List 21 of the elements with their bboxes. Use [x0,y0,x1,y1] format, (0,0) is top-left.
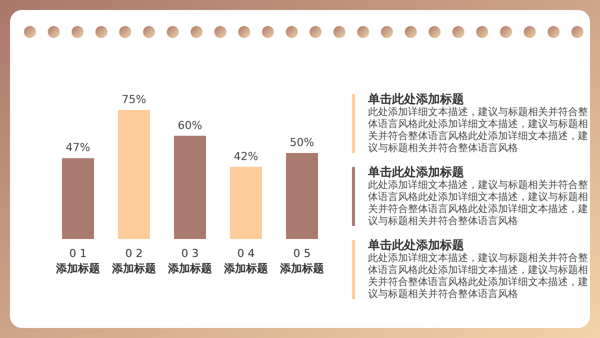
text: 单击此处添加标题 [368,238,465,252]
text: 单击此处添加标题 [368,92,465,106]
text: 此处添加详细文本描述，建议与标题相关并符合整体语言风格此处添加详细文本描述，建议与标题相关并符合整体语言风格此处添加详细文本描述，建议与标题相关并符合整体语言风格 [368,253,588,301]
text: 此处添加详细文本描述，建议与标题相关并符合整体语言风格此处添加详细文本描述，建议与标题相关并符合整体语言风格此处添加详细文本描述，建议与标题相关并符合整体语言风格 [368,180,588,228]
text: 此处添加详细文本描述，建议与标题相关并符合整体语言风格此处添加详细文本描述，建议与标题相关并符合整体语言风格此处添加详细文本描述，建议与标题相关并符合整体语言风格 [368,107,588,155]
data-label: 50% [290,136,314,149]
bar [118,110,150,239]
data-label: 47% [66,141,90,154]
data-label: 75% [122,93,146,106]
bar [286,153,318,239]
bar [62,158,94,239]
x-tick-label: 0 3 添加标题 [167,247,212,275]
data-label: 42% [234,150,258,163]
x-tick-label: 0 2 添加标题 [111,247,156,275]
text: 单击此处添加标题 [368,165,465,180]
data-label: 60% [178,118,202,132]
x-tick-label: 0 5 添加标题 [279,247,324,275]
x-tick-label: 0 4 添加标题 [223,247,268,275]
bar [174,136,206,239]
bar [230,166,262,239]
x-tick-label: 0 1 添加标题 [55,247,100,275]
